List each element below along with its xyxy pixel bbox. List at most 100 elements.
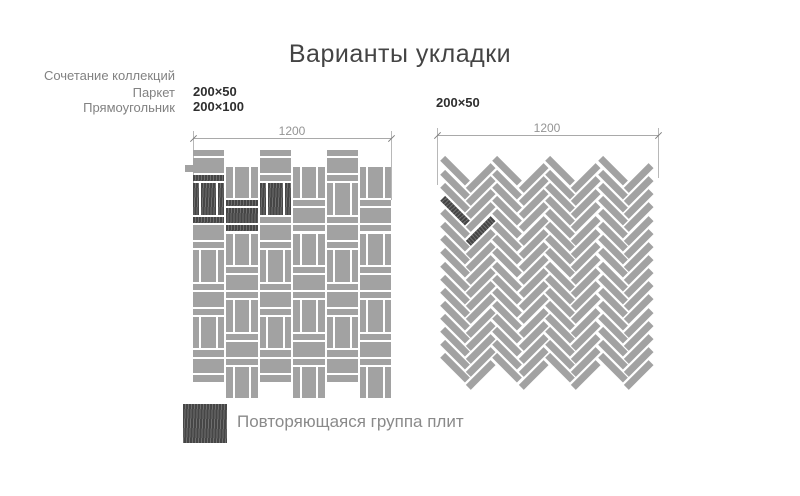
tile (544, 182, 576, 213)
tile (518, 333, 549, 364)
extension-line (658, 128, 659, 178)
tile (293, 200, 325, 207)
tile (185, 165, 218, 172)
tile (571, 215, 602, 246)
tile (226, 342, 258, 357)
tile (518, 162, 549, 194)
tile (193, 225, 225, 240)
tile (465, 281, 497, 312)
tile (439, 313, 471, 345)
tile (492, 235, 523, 266)
tile (259, 317, 267, 349)
tile (597, 235, 628, 266)
tile (360, 225, 392, 232)
tile (623, 267, 654, 299)
tile (597, 195, 628, 226)
tile (597, 248, 628, 279)
tile (226, 300, 233, 332)
tile (259, 375, 292, 382)
tile (259, 150, 292, 157)
tile (360, 275, 392, 290)
collections-heading: Сочетание коллекций (43, 68, 175, 83)
tile (492, 221, 523, 253)
tile (439, 156, 471, 187)
tile (465, 359, 497, 391)
tile (518, 254, 549, 286)
tile (623, 189, 654, 220)
tile (623, 346, 654, 378)
tile (544, 208, 576, 240)
tile (597, 340, 628, 371)
tile (193, 291, 225, 307)
tile (226, 358, 258, 366)
tile (492, 313, 523, 345)
tile (301, 166, 317, 199)
tile (465, 162, 497, 194)
tile (360, 342, 392, 357)
tile (597, 300, 628, 332)
tile (351, 183, 358, 215)
tile (518, 281, 549, 312)
tile (571, 202, 602, 233)
tile (234, 233, 250, 265)
tile (544, 313, 576, 345)
tile (268, 250, 283, 282)
tile (201, 317, 217, 349)
tile (518, 189, 549, 220)
tile (301, 300, 317, 332)
tile (623, 215, 654, 246)
tile (234, 367, 250, 399)
tile (439, 221, 471, 253)
tile (326, 175, 358, 182)
tile (623, 162, 654, 194)
tile (318, 300, 325, 332)
tile (623, 333, 654, 364)
tile (439, 235, 471, 266)
tile (623, 320, 654, 351)
tile (251, 367, 258, 399)
tile (597, 221, 628, 253)
tile (293, 358, 325, 366)
tile (571, 254, 602, 286)
tile (284, 317, 292, 349)
tile (492, 287, 523, 318)
tile-dark (284, 183, 292, 215)
tile (492, 353, 523, 384)
tile (492, 195, 523, 226)
tile-dark (226, 225, 258, 232)
tile (544, 300, 576, 332)
tile (465, 202, 497, 233)
repeating-group-swatch (183, 404, 227, 443)
tile (544, 248, 576, 279)
tile (465, 307, 497, 338)
tile (334, 183, 350, 215)
tile (465, 254, 497, 286)
tile (623, 254, 654, 286)
tile (251, 233, 258, 265)
tile (293, 275, 325, 290)
tile (284, 250, 292, 282)
tile (465, 346, 497, 378)
tile (571, 307, 602, 338)
tile (492, 300, 523, 332)
tile (293, 300, 300, 332)
tile (301, 367, 317, 399)
tile (193, 283, 225, 290)
tile (492, 327, 523, 358)
tile (368, 367, 384, 399)
tile (597, 274, 628, 305)
tile (465, 228, 497, 259)
tile (544, 340, 576, 371)
tile (259, 225, 292, 240)
tile (368, 233, 384, 265)
tile (218, 317, 225, 349)
tile (326, 317, 333, 349)
tile (623, 228, 654, 259)
tile (465, 333, 497, 364)
tile (385, 300, 392, 332)
tile (226, 291, 258, 299)
tile (439, 208, 471, 240)
tile (234, 300, 250, 332)
tile (623, 202, 654, 233)
tile (326, 283, 358, 290)
